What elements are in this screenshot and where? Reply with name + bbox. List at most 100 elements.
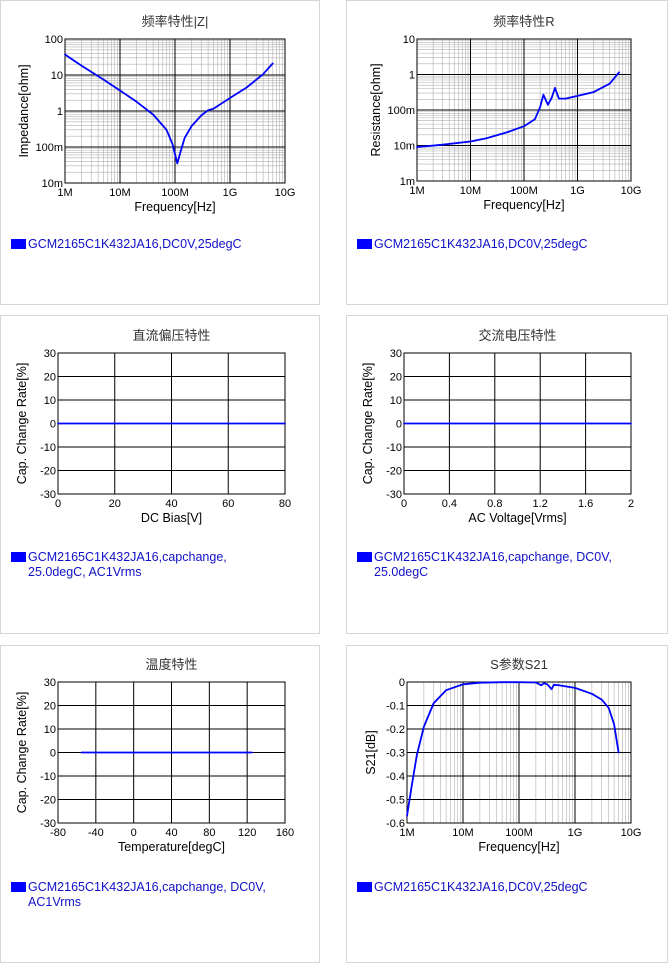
- y-tick-label: -30: [40, 818, 56, 830]
- x-tick-label: 0: [55, 498, 61, 510]
- s21-chart: 1M 10M 100M 1G 10G -0.6 -0.5 -0.4 -0.3 -0.2 -0.1 0 S…: [364, 657, 641, 854]
- y-tick-label: 20: [44, 372, 56, 384]
- y-tick-label: -0.2: [386, 724, 405, 736]
- x-tick-label: 80: [203, 827, 215, 839]
- y-tick-label: -10: [40, 442, 56, 454]
- x-axis-label: Frequency[Hz]: [134, 200, 215, 214]
- x-axis-label: DC Bias[V]: [141, 511, 202, 525]
- x-tick-label: 160: [276, 827, 294, 839]
- legend: GCM2165C1K432JA16,capchange, 25.0degC, AC…: [11, 550, 227, 580]
- y-tick-label: 1m: [400, 176, 415, 188]
- x-tick-label: 1.6: [578, 498, 593, 510]
- y-tick-label: 30: [44, 677, 56, 689]
- x-tick-label: 120: [238, 827, 256, 839]
- y-axis-label: S21[dB]: [364, 730, 378, 774]
- x-tick-label: 40: [165, 827, 177, 839]
- y-tick-label: -0.6: [386, 818, 405, 830]
- chart-title: S参数S21: [490, 657, 548, 672]
- x-tick-label: 0: [401, 498, 407, 510]
- y-tick-label: 1: [57, 106, 63, 118]
- chart-title: 温度特性: [145, 657, 197, 672]
- x-tick-label: 60: [222, 498, 234, 510]
- x-tick-label: 100M: [161, 187, 189, 199]
- chart-title: 频率特性|Z|: [142, 14, 209, 29]
- x-tick-label: 1M: [409, 185, 424, 197]
- x-tick-label: 10G: [621, 185, 642, 197]
- y-axis-label: Cap. Change Rate[%]: [15, 363, 29, 485]
- x-axis-label: Frequency[Hz]: [483, 198, 564, 212]
- legend-label: GCM2165C1K432JA16,DC0V,25degC: [374, 237, 588, 251]
- x-tick-label: 0: [131, 827, 137, 839]
- y-axis-label: Cap. Change Rate[%]: [15, 692, 29, 814]
- ac-voltage-chart: 0 0.4 0.8 1.2 1.6 2 -30 -20 -10 0 10 20 30 交流电压特性 AC V…: [361, 328, 634, 525]
- dc-bias-chart: 0 20 40 60 80 -30 -20 -10 0 10 20 30 直流偏压特性 DC Bias[V…: [15, 328, 291, 525]
- y-tick-label: 30: [390, 348, 402, 360]
- chart-panel-s21: 1M 10M 100M 1G 10G -0.6 -0.5 -0.4 -0.3 -0.2 -0.1 0 S…: [346, 645, 668, 963]
- series-line: [416, 71, 621, 149]
- x-tick-label: 1M: [57, 187, 72, 199]
- plot-frame: [64, 38, 286, 184]
- y-tick-label: 100m: [35, 142, 63, 154]
- y-tick-label: 10m: [42, 178, 63, 190]
- y-tick-label: 1: [409, 70, 415, 82]
- y-axis-label: Cap. Change Rate[%]: [361, 363, 375, 485]
- y-tick-label: 20: [390, 372, 402, 384]
- y-tick-label: 10: [44, 724, 56, 736]
- x-tick-label: 10M: [109, 187, 130, 199]
- chart-panel-dc-bias: 0 20 40 60 80 -30 -20 -10 0 10 20 30 直流偏压特性 DC Bias[V…: [0, 315, 320, 634]
- legend-label: GCM2165C1K432JA16,capchange, DC0V, 25.0de…: [374, 550, 612, 579]
- y-tick-label: 10: [44, 395, 56, 407]
- y-tick-label: 10: [51, 70, 63, 82]
- y-tick-label: 10: [390, 395, 402, 407]
- x-axis-label: AC Voltage[Vrms]: [468, 511, 566, 525]
- chart-panel-resistance: 1M 10M 100M 1G 10G 1m 10m 100m 1 10 频率特性R Frequency…: [346, 0, 668, 305]
- y-tick-label: -30: [386, 489, 402, 501]
- y-tick-label: 20: [44, 701, 56, 713]
- y-tick-label: -0.3: [386, 748, 405, 760]
- x-tick-label: 1G: [223, 187, 238, 199]
- x-tick-label: 1.2: [533, 498, 548, 510]
- legend-swatch: [357, 239, 372, 249]
- chart-panel-impedance: 1M 10M 100M 1G 10G 10m 100m 1 10 100 频率特性|Z| Freque…: [0, 0, 320, 305]
- x-tick-label: 1G: [570, 185, 585, 197]
- legend-swatch: [11, 239, 26, 249]
- x-axis-label: Frequency[Hz]: [478, 840, 559, 854]
- x-tick-label: 10M: [460, 185, 481, 197]
- y-tick-label: -10: [386, 442, 402, 454]
- x-tick-label: 100M: [510, 185, 538, 197]
- series-line: [64, 53, 274, 165]
- legend-swatch: [357, 882, 372, 892]
- y-tick-label: -30: [40, 489, 56, 501]
- chart-title: 交流电压特性: [478, 328, 556, 343]
- y-tick-label: 100m: [387, 105, 415, 117]
- y-tick-label: 0: [399, 677, 405, 689]
- legend: GCM2165C1K432JA16,capchange, DC0V, AC1Vrm…: [11, 880, 266, 910]
- y-tick-label: -0.4: [386, 771, 405, 783]
- y-tick-label: -20: [40, 466, 56, 478]
- chart-panel-ac-voltage: 0 0.4 0.8 1.2 1.6 2 -30 -20 -10 0 10 20 30 交流电压特性 AC V…: [346, 315, 668, 634]
- legend-label: GCM2165C1K432JA16,capchange, 25.0degC, AC…: [28, 550, 227, 579]
- temperature-chart: -80 -40 0 40 80 120 160 -30 -20 -10 0 10 20 30 温度特性 Tem…: [15, 657, 294, 854]
- x-tick-label: 2: [628, 498, 634, 510]
- chart-title: 频率特性R: [493, 14, 554, 29]
- y-tick-label: -20: [386, 466, 402, 478]
- legend: GCM2165C1K432JA16,DC0V,25degC: [11, 237, 242, 252]
- y-axis-label: Impedance[ohm]: [17, 64, 31, 157]
- x-tick-label: 80: [279, 498, 291, 510]
- y-tick-label: 0: [50, 419, 56, 431]
- legend-swatch: [11, 552, 26, 562]
- y-tick-label: -20: [40, 795, 56, 807]
- impedance-chart: 1M 10M 100M 1G 10G 10m 100m 1 10 100 频率特性|Z| Freque…: [17, 14, 295, 214]
- y-tick-label: 10: [403, 34, 415, 46]
- y-tick-label: -0.5: [386, 795, 405, 807]
- x-tick-label: 10M: [452, 827, 473, 839]
- x-tick-label: 20: [109, 498, 121, 510]
- y-tick-label: -10: [40, 771, 56, 783]
- y-tick-label: 10m: [394, 141, 415, 153]
- legend: GCM2165C1K432JA16,DC0V,25degC: [357, 880, 588, 895]
- y-tick-label: 0: [50, 748, 56, 760]
- legend-swatch: [11, 882, 26, 892]
- y-axis-label: Resistance[ohm]: [369, 63, 383, 156]
- legend-label: GCM2165C1K432JA16,DC0V,25degC: [28, 237, 242, 251]
- y-tick-label: 0: [396, 419, 402, 431]
